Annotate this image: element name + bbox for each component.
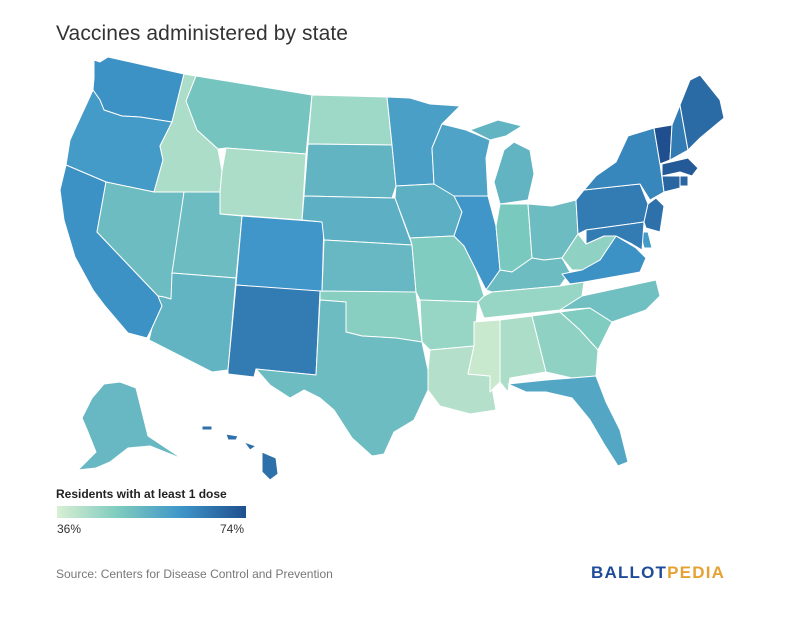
brand-part-2: PEDIA — [667, 563, 726, 582]
state-maryland[interactable] — [585, 221, 645, 251]
state-wyoming[interactable] — [219, 147, 307, 221]
state-connecticut[interactable] — [661, 175, 681, 193]
state-arkansas[interactable] — [419, 299, 479, 351]
state-new-mexico[interactable] — [227, 284, 321, 378]
state-hawaii[interactable] — [201, 425, 279, 481]
state-south-dakota[interactable] — [303, 143, 397, 199]
state-north-dakota[interactable] — [307, 94, 393, 146]
state-texas[interactable] — [255, 299, 429, 457]
legend-color-scale — [57, 506, 246, 518]
state-michigan[interactable] — [469, 119, 535, 205]
state-illinois[interactable] — [453, 195, 501, 291]
state-florida[interactable] — [507, 375, 629, 467]
state-kansas[interactable] — [321, 239, 417, 293]
chart-title: Vaccines administered by state — [56, 22, 349, 45]
ballotpedia-logo[interactable]: BALLOTPEDIA — [591, 563, 725, 583]
source-note: Source: Centers for Disease Control and … — [56, 567, 333, 581]
state-rhode-island[interactable] — [679, 175, 689, 187]
state-north-carolina[interactable] — [559, 279, 661, 323]
brand-part-1: BALLOT — [591, 563, 668, 582]
legend-min-label: 36% — [57, 522, 82, 536]
state-alaska[interactable] — [77, 381, 191, 471]
legend-max-label: 74% — [220, 522, 245, 536]
state-maine[interactable] — [679, 74, 725, 151]
state-colorado[interactable] — [235, 215, 325, 293]
legend-title: Residents with at least 1 dose — [56, 487, 227, 501]
